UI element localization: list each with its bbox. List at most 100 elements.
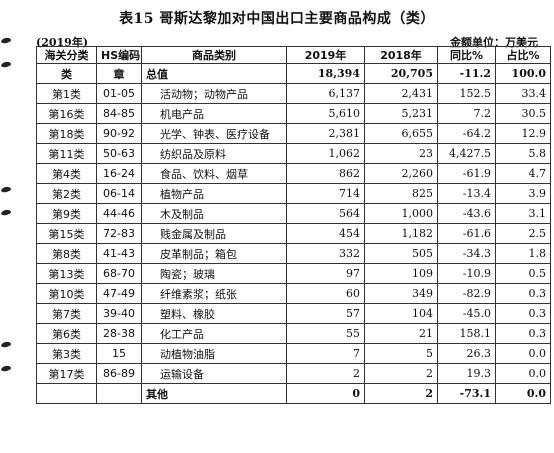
value-2018-cell: 2 xyxy=(364,363,438,384)
category-cell: 皮革制品；箱包 xyxy=(141,243,287,264)
yoy-cell: -61.6 xyxy=(437,223,496,244)
class-cell: 第8类 xyxy=(36,243,97,264)
header-share: 占比% xyxy=(495,46,551,64)
share-cell: 3.1 xyxy=(495,203,551,224)
category-cell: 运输设备 xyxy=(141,363,287,384)
binder-hole-icon xyxy=(0,364,14,374)
yoy-cell: -45.0 xyxy=(437,303,496,324)
table-row: 第4类 16-24 食品、饮料、烟草 862 2,260 -61.9 4.7 xyxy=(36,163,551,184)
value-2019-cell: 332 xyxy=(286,243,365,264)
table-row: 第10类 47-49 纤维素浆；纸张 60 349 -82.9 0.3 xyxy=(36,283,551,304)
value-2019-cell: 2,381 xyxy=(286,123,365,144)
share-cell: 12.9 xyxy=(495,123,551,144)
category-cell: 纤维素浆；纸张 xyxy=(141,283,287,304)
table-row: 第17类 86-89 运输设备 2 2 19.3 0.0 xyxy=(36,363,551,384)
yoy-cell: 158.1 xyxy=(437,323,496,344)
header-category: 商品类别 xyxy=(141,46,287,64)
header-yoy: 同比% xyxy=(437,46,496,64)
value-2019-cell: 1,062 xyxy=(286,143,365,164)
class-cell: 第1类 xyxy=(36,83,97,104)
hs-code-cell: 15 xyxy=(96,343,142,364)
table-row: 第15类 72-83 贱金属及制品 454 1,182 -61.6 2.5 xyxy=(36,223,551,244)
hs-code-cell: 41-43 xyxy=(96,243,142,264)
other-value-2018-cell: 2 xyxy=(364,383,438,404)
value-2018-cell: 825 xyxy=(364,183,438,204)
category-cell: 活动物；动物产品 xyxy=(141,83,287,104)
other-value-2019-cell: 0 xyxy=(286,383,365,404)
binder-hole-icon xyxy=(0,185,14,195)
value-2018-cell: 5,231 xyxy=(364,103,438,124)
class-cell: 第9类 xyxy=(36,203,97,224)
class-cell: 第13类 xyxy=(36,263,97,284)
hs-code-cell: 90-92 xyxy=(96,123,142,144)
hs-code-cell: 16-24 xyxy=(96,163,142,184)
total-2019: 18,394 xyxy=(286,63,365,84)
table-row: 第13类 68-70 陶瓷；玻璃 97 109 -10.9 0.5 xyxy=(36,263,551,284)
yoy-cell: -34.3 xyxy=(437,243,496,264)
table-title: 表15 哥斯达黎加对中国出口主要商品构成（类） xyxy=(119,11,435,27)
category-cell: 光学、钟表、医疗设备 xyxy=(141,123,287,144)
value-2019-cell: 2 xyxy=(286,363,365,384)
class-cell: 第17类 xyxy=(36,363,97,384)
table-row: 第2类 06-14 植物产品 714 825 -13.4 3.9 xyxy=(36,183,551,204)
chapter-label: 章 xyxy=(96,63,142,84)
category-cell: 贱金属及制品 xyxy=(141,223,287,244)
share-cell: 33.4 xyxy=(495,83,551,104)
category-cell: 陶瓷；玻璃 xyxy=(141,263,287,284)
table-row: 第11类 50-63 纺织品及原料 1,062 23 4,427.5 5.8 xyxy=(36,143,551,164)
yoy-cell: -13.4 xyxy=(437,183,496,204)
share-cell: 0.5 xyxy=(495,263,551,284)
value-2019-cell: 60 xyxy=(286,283,365,304)
hs-code-cell: 06-14 xyxy=(96,183,142,204)
class-cell: 第7类 xyxy=(36,303,97,324)
share-cell: 0.3 xyxy=(495,283,551,304)
year-label: (2019年) xyxy=(36,36,89,49)
value-2018-cell: 109 xyxy=(364,263,438,284)
value-2019-cell: 7 xyxy=(286,343,365,364)
value-2019-cell: 57 xyxy=(286,303,365,324)
total-yoy: -11.2 xyxy=(437,63,496,84)
category-cell: 动植物油脂 xyxy=(141,343,287,364)
binder-hole-icon xyxy=(0,60,14,70)
yoy-cell: 19.3 xyxy=(437,363,496,384)
value-2019-cell: 97 xyxy=(286,263,365,284)
table-row: 第1类 01-05 活动物；动物产品 6,137 2,431 152.5 33.4 xyxy=(36,83,551,104)
header-2019: 2019年 xyxy=(286,46,365,64)
header-row: 海关分类 HS编码 商品类别 2019年 2018年 同比% 占比% xyxy=(36,46,551,64)
category-cell: 植物产品 xyxy=(141,183,287,204)
share-cell: 4.7 xyxy=(495,163,551,184)
class-cell: 第3类 xyxy=(36,343,97,364)
other-hs-code-cell xyxy=(96,383,142,404)
share-cell: 3.9 xyxy=(495,183,551,204)
value-2018-cell: 5 xyxy=(364,343,438,364)
value-2019-cell: 5,610 xyxy=(286,103,365,124)
class-cell: 第16类 xyxy=(36,103,97,124)
hs-code-cell: 47-49 xyxy=(96,283,142,304)
hs-code-cell: 84-85 xyxy=(96,103,142,124)
yoy-cell: -61.9 xyxy=(437,163,496,184)
class-cell: 第6类 xyxy=(36,323,97,344)
table-row: 第9类 44-46 木及制品 564 1,000 -43.6 3.1 xyxy=(36,203,551,224)
value-2018-cell: 349 xyxy=(364,283,438,304)
category-cell: 木及制品 xyxy=(141,203,287,224)
other-category-cell: 其他 xyxy=(141,383,287,404)
hs-code-cell: 50-63 xyxy=(96,143,142,164)
share-cell: 1.8 xyxy=(495,243,551,264)
value-2019-cell: 6,137 xyxy=(286,83,365,104)
total-row: 类 章 总值 18,394 20,705 -11.2 100.0 xyxy=(36,63,551,84)
class-cell: 第18类 xyxy=(36,123,97,144)
other-class-cell xyxy=(36,383,97,404)
class-label: 类 xyxy=(36,63,97,84)
binder-hole-icon xyxy=(0,208,14,218)
value-2019-cell: 714 xyxy=(286,183,365,204)
value-2019-cell: 454 xyxy=(286,223,365,244)
category-cell: 塑料、橡胶 xyxy=(141,303,287,324)
category-cell: 食品、饮料、烟草 xyxy=(141,163,287,184)
other-row: 其他 0 2 -73.1 0.0 xyxy=(36,383,551,404)
yoy-cell: -82.9 xyxy=(437,283,496,304)
share-cell: 0.0 xyxy=(495,363,551,384)
value-2019-cell: 564 xyxy=(286,203,365,224)
hs-code-cell: 72-83 xyxy=(96,223,142,244)
binder-hole-icon xyxy=(0,36,14,46)
unit-label: 金额单位：万美元 xyxy=(450,36,538,49)
